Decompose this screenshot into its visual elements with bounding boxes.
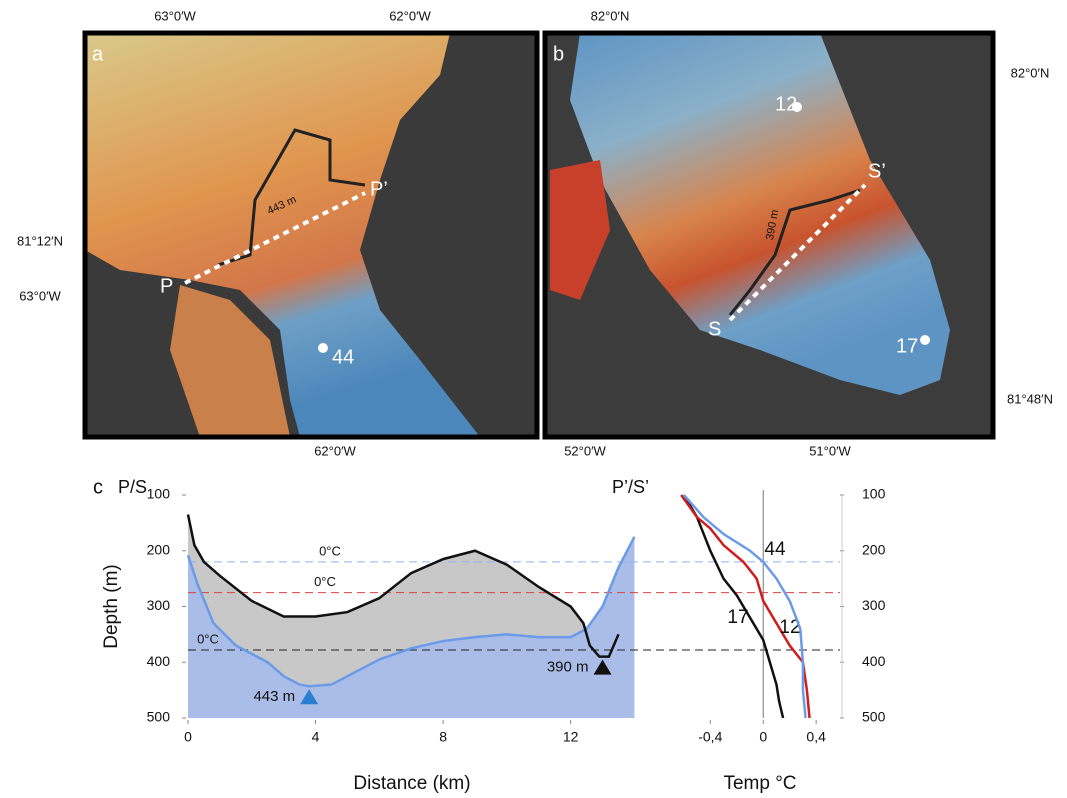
station-label: 17	[896, 335, 918, 357]
frame-tick-label: 82°0′N	[591, 8, 630, 23]
point-label: P’	[370, 178, 388, 200]
panel-label: b	[553, 43, 564, 65]
station-label: 12	[775, 93, 797, 115]
x-tick-label: 8	[439, 729, 447, 745]
x-tick-label: 12	[563, 729, 579, 745]
x-axis-label: Temp °C	[723, 773, 796, 794]
station-marker	[318, 343, 328, 353]
series-label: 17	[727, 607, 748, 628]
x-tick-label: -0,4	[698, 729, 722, 745]
y-tick-label: 100	[147, 486, 171, 502]
y-axis-label: Depth (m)	[101, 564, 122, 648]
x-tick-label: 0	[759, 729, 767, 745]
x-tick-label: 0,4	[806, 729, 826, 745]
x-axis-label: Distance (km)	[353, 773, 470, 794]
map-b: b 12 17 S S’ 390 m 82°0′N 82°0′N 81°48′N…	[545, 8, 1053, 458]
reference-label: 0°C	[319, 543, 341, 558]
reference-label: 0°C	[197, 631, 219, 646]
plots: 100 200 300 400 500 0 4 8 12 0°C 0°C 0°C 443 m 390 m c…	[93, 476, 886, 794]
profile-end-label: P’/S’	[612, 477, 649, 497]
y-tick-label: 300	[147, 597, 171, 613]
y-tick-label: 100	[862, 486, 886, 502]
map-a: a P P’ 443 m 44 63°0′W 62°0′W 62°0′W 81°…	[17, 8, 537, 458]
y-tick-label: 400	[862, 653, 886, 669]
figure: a P P’ 443 m 44 63°0′W 62°0′W 62°0′W 81°…	[0, 0, 1067, 798]
point-label: S	[708, 318, 721, 340]
y-tick-label: 500	[147, 709, 171, 725]
marker-label: 443 m	[253, 688, 295, 705]
marker-label: 390 m	[547, 659, 589, 676]
frame-tick-label: 81°48′N	[1007, 391, 1053, 406]
x-tick-label: 4	[312, 729, 320, 745]
frame-tick-label: 62°0′W	[389, 8, 431, 23]
panel-label: c	[93, 476, 103, 498]
station-label: 44	[332, 346, 354, 368]
point-label: P	[160, 275, 173, 297]
frame-tick-label: 62°0′W	[314, 443, 356, 458]
y-tick-label: 200	[147, 541, 171, 557]
panel-label: a	[92, 43, 104, 65]
frame-tick-label: 51°0′W	[809, 443, 851, 458]
x-tick-label: 0	[184, 729, 192, 745]
profile-end-label: P/S	[118, 477, 147, 497]
y-tick-label: 300	[862, 597, 886, 613]
frame-tick-label: 82°0′N	[1011, 65, 1050, 80]
frame-tick-label: 52°0′W	[564, 443, 606, 458]
series-label: 44	[764, 539, 786, 560]
reference-label: 0°C	[314, 574, 336, 589]
frame-tick-label: 81°12′N	[17, 233, 63, 248]
station-marker	[920, 335, 930, 345]
frame-tick-label: 63°0′W	[19, 288, 61, 303]
point-label: S’	[868, 160, 886, 182]
y-tick-label: 500	[862, 709, 886, 725]
y-tick-label: 400	[147, 653, 171, 669]
frame-tick-label: 63°0′W	[154, 8, 196, 23]
y-tick-label: 200	[862, 541, 886, 557]
